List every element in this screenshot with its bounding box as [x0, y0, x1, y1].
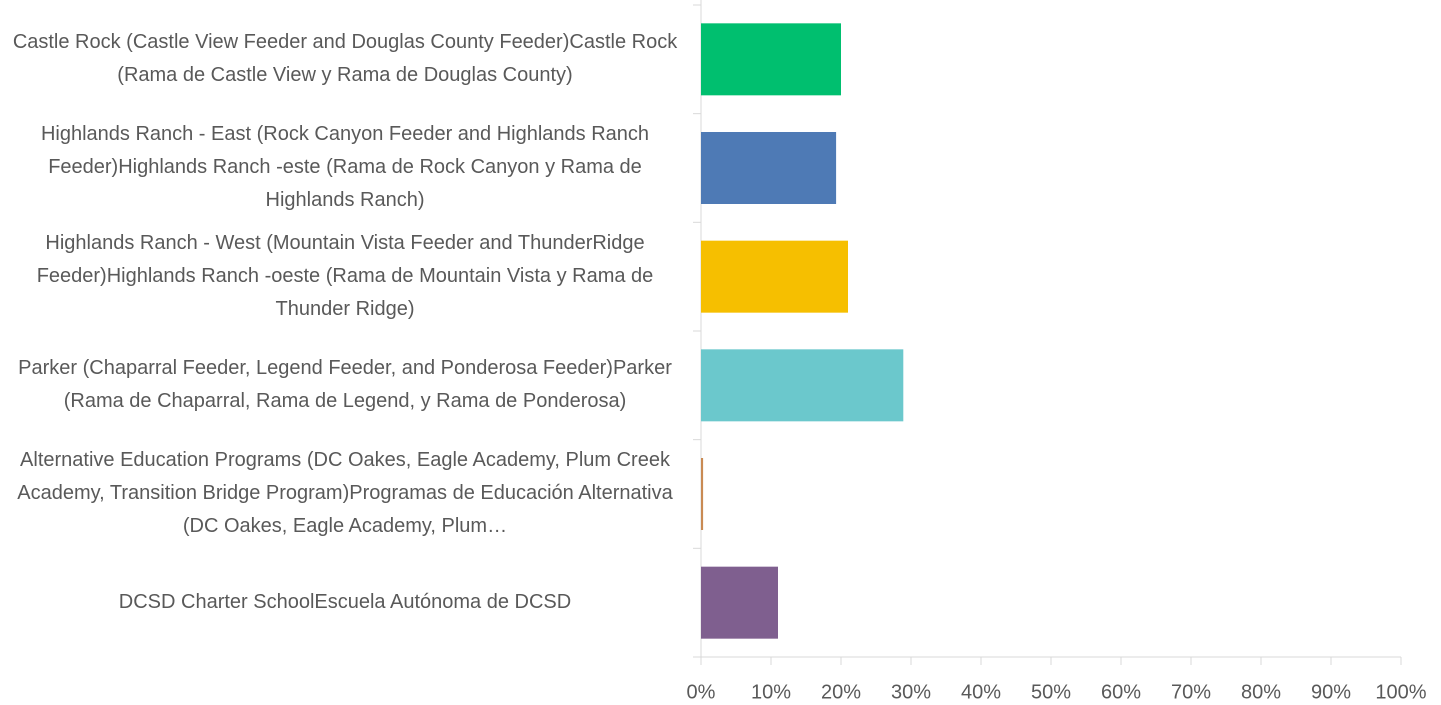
bar: [701, 240, 848, 313]
x-tick-label: 60%: [1101, 681, 1141, 703]
category-label: Alternative Education Programs (DC Oakes…: [17, 449, 673, 538]
bar: [701, 349, 904, 422]
x-tick-label: 90%: [1311, 681, 1351, 703]
x-tick-label: 20%: [821, 681, 861, 703]
bar: [701, 23, 841, 96]
bar: [701, 458, 704, 530]
category-label: Parker (Chaparral Feeder, Legend Feeder,…: [18, 357, 672, 413]
x-tick-label: 30%: [891, 681, 931, 703]
x-tick-label: 100%: [1375, 681, 1426, 703]
x-tick-label: 10%: [751, 681, 791, 703]
category-label: Highlands Ranch - East (Rock Canyon Feed…: [40, 123, 650, 212]
x-tick-label: 70%: [1171, 681, 1211, 703]
category-label: Castle Rock (Castle View Feeder and Doug…: [12, 31, 678, 87]
x-tick-label: 0%: [687, 681, 716, 703]
bar: [701, 132, 837, 204]
x-tick-label: 50%: [1031, 681, 1071, 703]
category-label: Highlands Ranch - West (Mountain Vista F…: [36, 232, 654, 321]
bar: [701, 566, 778, 639]
x-tick-label: 80%: [1241, 681, 1281, 703]
category-label: DCSD Charter SchoolEscuela Autónoma de D…: [118, 591, 572, 614]
x-tick-label: 40%: [961, 681, 1001, 703]
